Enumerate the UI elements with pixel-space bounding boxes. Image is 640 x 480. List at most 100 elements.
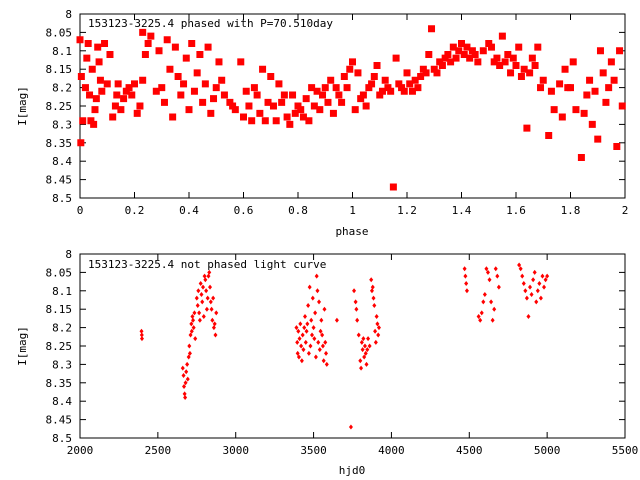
- unphased-data-point: [189, 321, 194, 327]
- phased-data-point: [534, 43, 542, 51]
- unphased-data-point: [323, 339, 328, 345]
- phased-data-point: [139, 76, 147, 84]
- unphased-data-point: [295, 350, 300, 356]
- unphased-data-point: [358, 358, 363, 364]
- phased-data-point: [218, 76, 226, 84]
- unphased-data-point: [545, 273, 550, 279]
- unphased-data-point: [310, 332, 315, 338]
- phased-data-point: [245, 102, 253, 110]
- unphased-data-point: [352, 288, 357, 294]
- phased-data-point: [272, 117, 280, 125]
- phased-data-point: [166, 65, 174, 73]
- phased-data-point: [158, 84, 166, 92]
- unphased-data-point: [294, 325, 299, 331]
- phased-data-point: [332, 84, 340, 92]
- unphased-plot-frame: [79, 253, 626, 439]
- phased-data-point: [547, 87, 555, 95]
- unphased-data-point: [482, 291, 487, 297]
- phased-data-point: [517, 73, 525, 81]
- phased-data-point: [389, 183, 397, 191]
- unphased-data-point: [306, 350, 311, 356]
- phased-data-point: [125, 84, 133, 92]
- unphased-chart-title: 153123-3225.4 not phased light curve: [88, 258, 326, 271]
- unphased-data-point: [364, 361, 369, 367]
- unphased-data-point: [203, 277, 208, 283]
- unphased-data-point: [537, 280, 542, 286]
- unphased-data-point: [463, 273, 468, 279]
- phased-data-point: [242, 87, 250, 95]
- unphased-data-point: [348, 424, 353, 430]
- unphased-data-point: [191, 325, 196, 331]
- phased-data-point: [248, 117, 256, 125]
- phased-data-point: [550, 106, 558, 114]
- phased-data-point: [141, 50, 149, 58]
- unphased-data-point: [373, 339, 378, 345]
- unphased-data-point: [182, 391, 187, 397]
- unphased-x-tick-label: 2000: [67, 444, 94, 457]
- phased-data-point: [588, 120, 596, 128]
- unphased-data-point: [139, 328, 144, 334]
- phased-data-point: [558, 113, 566, 121]
- unphased-data-point: [369, 288, 374, 294]
- unphased-data-point: [492, 306, 497, 312]
- phased-x-tick-label: 0.8: [288, 204, 308, 217]
- unphased-x-tick-label: 3500: [300, 444, 327, 457]
- phased-data-point: [351, 106, 359, 114]
- unphased-data-point: [303, 314, 308, 320]
- unphased-data-point: [543, 277, 548, 283]
- unphased-y-tick-label: 8.3: [52, 358, 72, 371]
- phased-y-tick-label: 8.35: [46, 137, 73, 150]
- unphased-data-point: [354, 306, 359, 312]
- unphased-data-point: [464, 288, 469, 294]
- unphased-data-point: [183, 395, 188, 401]
- phased-data-point: [210, 95, 218, 103]
- phased-data-point: [128, 91, 136, 99]
- unphased-data-point: [518, 266, 523, 272]
- unphased-data-point: [309, 317, 314, 323]
- phased-y-tick-label: 8.2: [52, 82, 72, 95]
- unphased-data-point: [363, 350, 368, 356]
- unphased-data-point: [464, 280, 469, 286]
- phased-data-point: [86, 91, 94, 99]
- phased-plot-frame: [79, 13, 626, 199]
- phased-data-point: [452, 54, 460, 62]
- unphased-data-point: [183, 380, 188, 386]
- phased-data-point: [147, 32, 155, 40]
- phased-data-point: [302, 95, 310, 103]
- unphased-data-point: [191, 317, 196, 323]
- unphased-data-point: [493, 266, 498, 272]
- phased-data-point: [406, 80, 414, 88]
- unphased-data-point: [487, 277, 492, 283]
- unphased-data-point: [534, 299, 539, 305]
- unphased-data-point: [490, 317, 495, 323]
- phased-data-point: [528, 54, 536, 62]
- unphased-data-point: [139, 336, 144, 342]
- phased-data-point: [561, 65, 569, 73]
- unphased-data-point: [139, 332, 144, 338]
- phased-data-point: [417, 73, 425, 81]
- unphased-data-point: [489, 299, 494, 305]
- unphased-data-point: [526, 314, 531, 320]
- phased-data-point: [338, 98, 346, 106]
- unphased-data-point: [296, 328, 301, 334]
- phased-x-ticks: 0 0.2 0.4 0.6 0.8 1 1.2 1.4 1.6 1.8 2: [77, 14, 628, 217]
- phased-data-point: [599, 69, 607, 77]
- unphased-x-ticks: 2000 2500 3000 3500 4000 4500 5000 5500: [67, 254, 638, 457]
- unphased-data-point: [306, 303, 311, 309]
- phased-data-point: [493, 54, 501, 62]
- phased-data-point: [180, 80, 188, 88]
- phased-y-tick-label: 8.45: [46, 174, 73, 187]
- unphased-data-point: [319, 317, 324, 323]
- phased-data-point: [133, 109, 141, 117]
- unphased-data-point: [362, 354, 367, 360]
- unphased-data-point: [313, 354, 318, 360]
- phased-data-point: [438, 62, 446, 70]
- unphased-data-point: [189, 328, 194, 334]
- phased-data-point: [269, 102, 277, 110]
- unphased-data-point: [186, 354, 191, 360]
- unphased-data-point: [187, 343, 192, 349]
- unphased-data-point: [204, 306, 209, 312]
- phased-y-tick-label: 8: [65, 8, 72, 21]
- phased-data-point: [77, 139, 85, 147]
- phased-data-point: [215, 58, 223, 66]
